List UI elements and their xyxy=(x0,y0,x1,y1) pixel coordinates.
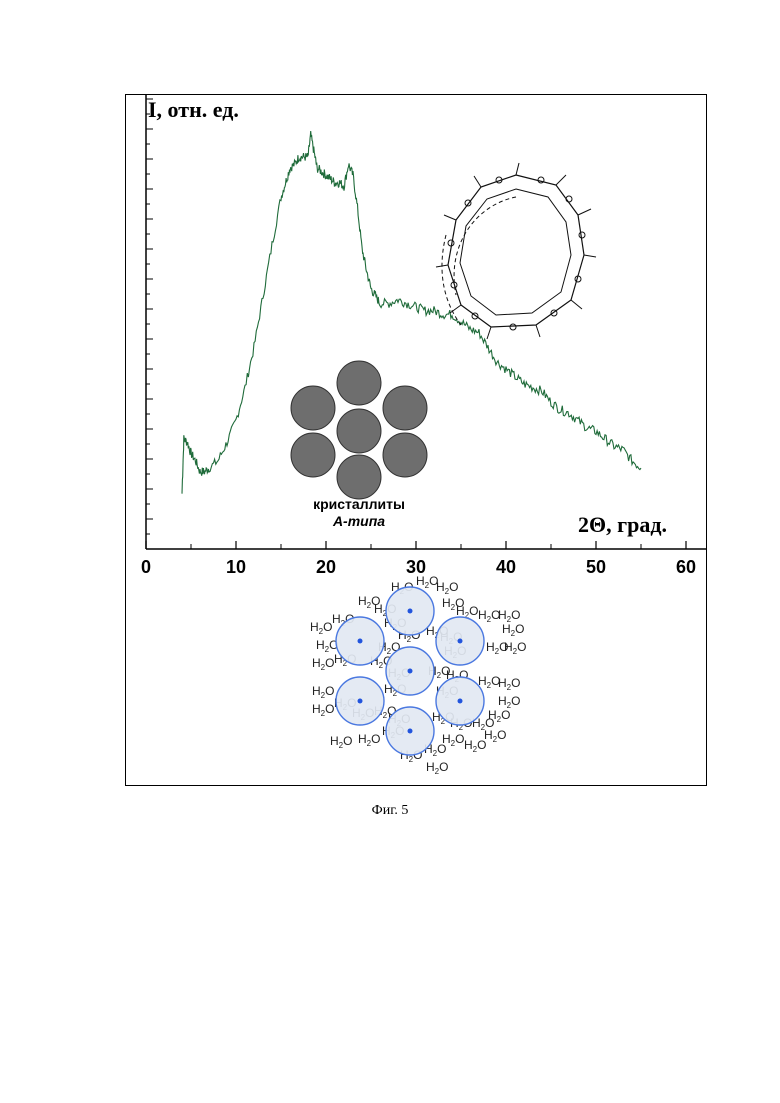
water-molecule-label: H2O xyxy=(312,702,334,718)
water-molecule-label: H2O xyxy=(488,708,510,724)
hydrated-disk-center xyxy=(358,699,363,704)
figure-frame: 0102030405060 I, отн. ед. 2Θ, град. xyxy=(125,94,707,786)
crystallite-disk xyxy=(291,386,335,430)
crystallite-disk xyxy=(291,433,335,477)
hydrated-disk-center xyxy=(458,699,463,704)
x-tick-label-40: 40 xyxy=(496,557,516,577)
diffractogram-chart: 0102030405060 I, отн. ед. 2Θ, град. xyxy=(126,95,706,785)
water-molecule-label: H2O xyxy=(310,620,332,636)
water-molecule-label: H2O xyxy=(426,760,448,776)
hydrated-crystallite-packing: H2O H2O H2O H2O H2O H2O H2O H2O H2O H2O H2O H2O H2O H… xyxy=(310,574,526,776)
x-axis-ticks xyxy=(146,541,686,549)
water-molecule-label: H2O xyxy=(358,732,380,748)
a-type-crystallite-packing xyxy=(291,361,427,499)
hydrated-disk-center xyxy=(408,609,413,614)
water-molecule-label: H2O xyxy=(442,732,464,748)
y-axis-title: I, отн. ед. xyxy=(148,97,239,122)
crystallite-label-line2: А-типа xyxy=(332,513,385,529)
water-molecule-label: H2O xyxy=(504,640,526,656)
x-tick-label-0: 0 xyxy=(141,557,151,577)
water-molecule-label: H2O xyxy=(484,728,506,744)
x-tick-label-20: 20 xyxy=(316,557,336,577)
x-tick-label-10: 10 xyxy=(226,557,246,577)
crystallite-label-line1: кристаллиты xyxy=(313,496,405,512)
crystallite-disk xyxy=(337,361,381,405)
hydrated-disk-center xyxy=(358,639,363,644)
x-axis-title: 2Θ, град. xyxy=(578,512,667,537)
crystallite-disk xyxy=(337,455,381,499)
water-molecule-label: H2O xyxy=(502,622,524,638)
y-axis-ticks xyxy=(146,99,153,549)
hydrated-disk-center xyxy=(458,639,463,644)
water-molecule-label: H2O xyxy=(330,734,352,750)
crystallite-disk xyxy=(383,433,427,477)
water-molecule-label: H2O xyxy=(436,580,458,596)
x-tick-label-50: 50 xyxy=(586,557,606,577)
hydrated-disk-center xyxy=(408,669,413,674)
x-tick-label-60: 60 xyxy=(676,557,696,577)
figure-caption: Фиг. 5 xyxy=(0,803,780,819)
cyclodextrin-ring-structure xyxy=(436,163,596,339)
water-molecule-label: H2O xyxy=(312,684,334,700)
crystallite-disk xyxy=(383,386,427,430)
water-molecule-label: H2O xyxy=(498,676,520,692)
crystallite-disk xyxy=(337,409,381,453)
hydrated-disk-center xyxy=(408,729,413,734)
water-molecule-label: H2O xyxy=(312,656,334,672)
